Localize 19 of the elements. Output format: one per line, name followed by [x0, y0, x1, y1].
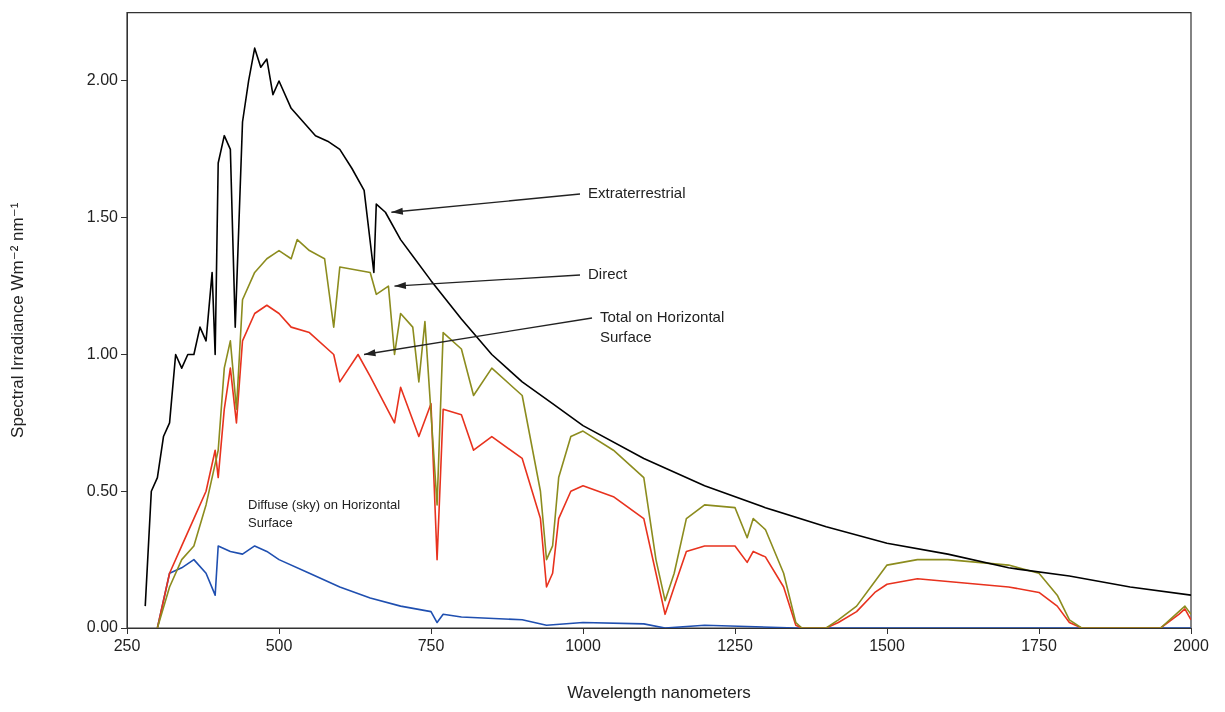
x-axis-title: Wavelength nanometers [567, 683, 751, 703]
x-tick-label: 750 [417, 637, 445, 655]
x-tick-label: 1000 [565, 637, 601, 655]
annotation: Extraterrestrial [588, 184, 686, 202]
annotation: Total on Horizontal Surface [600, 308, 725, 346]
annotation: Direct [588, 265, 628, 283]
x-tick-label: 250 [113, 637, 141, 655]
y-axis-title: Spectral Irradiance Wm⁻² nm⁻¹ [7, 202, 27, 438]
x-tick-label: 1500 [869, 637, 905, 655]
y-tick-label: 1.00 [86, 344, 119, 362]
y-tick-label: 0.50 [86, 481, 119, 499]
x-tick-label: 2000 [1173, 637, 1209, 655]
x-tick-label: 1750 [1021, 637, 1057, 655]
y-tick-label: 0.00 [86, 618, 119, 636]
y-tick-label: 2.00 [86, 71, 119, 89]
annotation: Diffuse (sky) on Horizontal Surface [248, 496, 401, 530]
x-tick-label: 1250 [717, 637, 753, 655]
x-tick-label: 500 [265, 637, 293, 655]
y-tick-label: 1.50 [86, 208, 119, 226]
